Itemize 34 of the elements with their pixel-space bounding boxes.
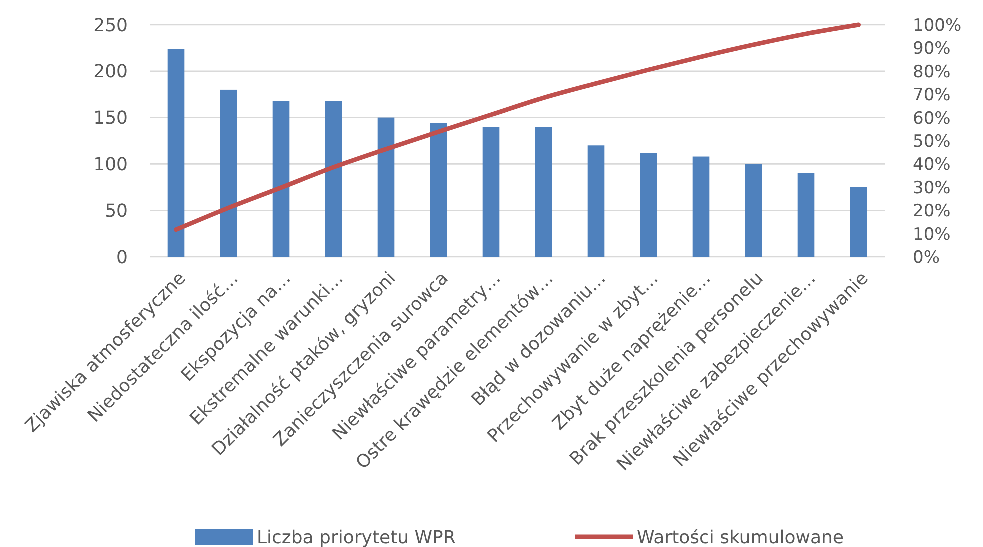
y2-tick-label: 100%: [913, 16, 962, 36]
y2-tick-label: 80%: [913, 62, 951, 82]
bar: [535, 127, 552, 257]
legend-label: Wartości skumulowane: [637, 527, 844, 547]
y-tick-label: 200: [94, 62, 128, 83]
bar: [220, 90, 238, 257]
bar: [325, 101, 342, 257]
bar: [378, 118, 395, 257]
y2-tick-label: 70%: [913, 86, 951, 106]
legend-label: Liczba priorytetu WPR: [257, 527, 456, 547]
y-tick-label: 150: [94, 108, 128, 130]
bar: [692, 156, 710, 257]
bar: [850, 187, 868, 257]
y2-tick-label: 40%: [913, 155, 951, 176]
bar: [640, 153, 658, 257]
line-series: [174, 22, 861, 232]
bar: [798, 173, 815, 257]
y-tick-label: 0: [116, 247, 128, 268]
y2-tick-label: 50%: [913, 132, 951, 152]
y2-tick-label: 90%: [913, 39, 951, 60]
bar: [482, 127, 500, 257]
y2-tick-label: 10%: [913, 224, 951, 245]
y2-tick-label: 0%: [913, 248, 940, 268]
bar: [430, 123, 448, 257]
y2-tick-label: 30%: [913, 178, 951, 198]
bar: [168, 49, 185, 257]
y2-tick-label: 60%: [913, 108, 951, 129]
y-tick-label: 100: [94, 154, 128, 176]
y-tick-label: 250: [94, 15, 128, 36]
bar: [745, 164, 762, 257]
bar: [588, 146, 605, 257]
bar: [272, 101, 290, 257]
y2-tick-label: 20%: [913, 202, 951, 222]
y-tick-label: 50: [105, 200, 128, 222]
